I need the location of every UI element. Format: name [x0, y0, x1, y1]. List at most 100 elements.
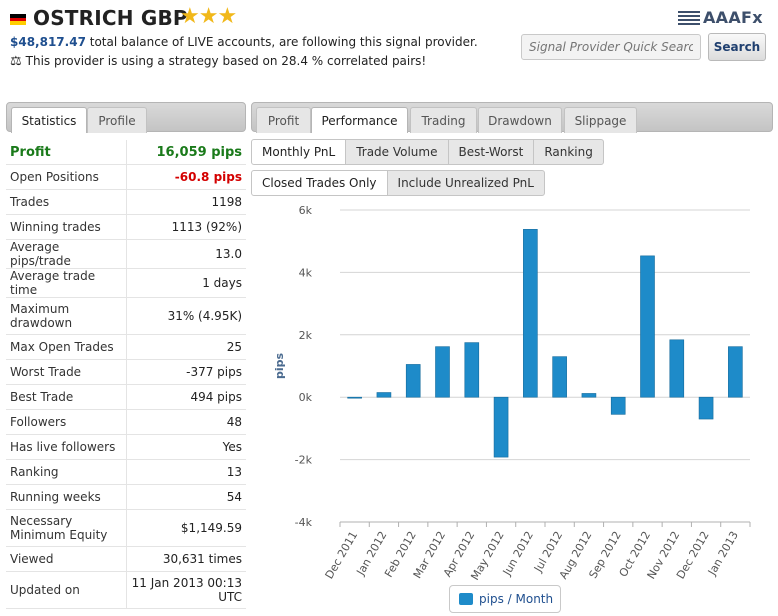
stats-row: Updated on 11 Jan 2013 00:13 UTC: [6, 571, 246, 609]
chart-bar: [435, 346, 450, 398]
y-tick-label: -4k: [295, 516, 313, 529]
right-tabbar: Profit Performance Trading Drawdown Slip…: [251, 102, 773, 133]
stats-label: Trades: [6, 189, 127, 215]
stats-value: $1,149.59: [126, 509, 246, 547]
y-tick-label: 6k: [299, 204, 313, 217]
chart-bar: [669, 339, 685, 398]
chart-bar: [376, 392, 392, 398]
statistics-table: Profit 16,059 pips Open Positions -60.8 pip…: [6, 140, 246, 609]
mode-button-group: Closed Trades Only Include Unrealized Pn…: [251, 170, 545, 196]
stats-label: Winning trades: [6, 214, 127, 240]
stats-value: 11 Jan 2013 00:13 UTC: [126, 571, 246, 609]
include-unrealized-pnl-button[interactable]: Include Unrealized PnL: [386, 170, 545, 196]
stats-row: Ranking 13: [6, 459, 246, 485]
stats-value: 25: [126, 334, 246, 360]
stats-value: 1113 (92%): [126, 214, 246, 240]
ranking-button[interactable]: Ranking: [533, 139, 604, 165]
tab-statistics[interactable]: Statistics: [11, 107, 87, 133]
chart-bar: [347, 396, 362, 399]
stats-value: 13.0: [126, 239, 246, 269]
search-button[interactable]: Search: [708, 33, 766, 61]
stats-label: Average trade time: [6, 268, 127, 298]
stats-label: Running weeks: [6, 484, 127, 510]
monthly-pnl-button[interactable]: Monthly PnL: [251, 139, 347, 165]
stats-label: Worst Trade: [6, 359, 127, 385]
legend-label: pips / Month: [479, 592, 554, 606]
stats-label: Open Positions: [6, 164, 127, 190]
chart-bar: [610, 396, 626, 415]
provider-title: OSTRICH GBP: [33, 6, 188, 30]
stats-value: 494 pips: [126, 384, 246, 410]
stats-label: Profit: [6, 140, 127, 165]
chart-bar: [493, 396, 509, 458]
chart-bar: [552, 356, 567, 398]
stats-value: 1198: [126, 189, 246, 215]
left-tabbar: Statistics Profile: [6, 102, 246, 133]
stats-label: Best Trade: [6, 384, 127, 410]
stats-row: Has live followers Yes: [6, 434, 246, 460]
best-worst-button[interactable]: Best-Worst: [447, 139, 535, 165]
stats-row: Max Open Trades 25: [6, 334, 246, 360]
chart-bar: [640, 255, 655, 398]
correlation-line: ⚖ This provider is using a strategy based…: [10, 54, 426, 69]
stats-value: 13: [126, 459, 246, 485]
closed-trades-only-button[interactable]: Closed Trades Only: [251, 170, 388, 196]
x-tick-label: Dec 2011: [323, 529, 361, 581]
tab-trading[interactable]: Trading: [410, 107, 477, 133]
balance-line: $48,817.47 total balance of LIVE account…: [10, 35, 478, 49]
tab-profit[interactable]: Profit: [256, 107, 311, 133]
stats-value: 1 days: [126, 268, 246, 298]
stats-row: Average trade time 1 days: [6, 268, 246, 298]
trade-volume-button[interactable]: Trade Volume: [345, 139, 449, 165]
chart-legend[interactable]: pips / Month: [449, 585, 561, 613]
y-tick-label: 0k: [299, 391, 313, 404]
stats-row: Maximum drawdown 31% (4.95K): [6, 297, 246, 335]
stats-row: Viewed 30,631 times: [6, 546, 246, 572]
legend-swatch-icon: [459, 593, 473, 605]
stats-label: Viewed: [6, 546, 127, 572]
stats-row: Average pips/trade 13.0: [6, 239, 246, 269]
y-tick-label: -2k: [295, 454, 313, 467]
rating-stars-icon: ★★★: [180, 4, 237, 29]
stats-row: Best Trade 494 pips: [6, 384, 246, 410]
y-axis-label: pips: [273, 353, 286, 380]
stats-label: Has live followers: [6, 434, 127, 460]
stats-value: -377 pips: [126, 359, 246, 385]
balance-amount: $48,817.47: [10, 35, 86, 49]
stats-row: Worst Trade -377 pips: [6, 359, 246, 385]
stats-value: Yes: [126, 434, 246, 460]
chart-bar: [581, 393, 597, 398]
logo-text: AAAFx: [703, 8, 763, 27]
stats-row: Necessary Minimum Equity $1,149.59: [6, 509, 246, 547]
correlation-text: This provider is using a strategy based …: [25, 54, 427, 68]
stats-value: 48: [126, 409, 246, 435]
tab-performance[interactable]: Performance: [311, 107, 408, 133]
stats-label: Followers: [6, 409, 127, 435]
y-tick-label: 2k: [299, 329, 313, 342]
stats-row: Followers 48: [6, 409, 246, 435]
logo-mark-icon: [678, 10, 700, 25]
aaafx-logo[interactable]: AAAFx: [678, 8, 763, 27]
stats-label: Maximum drawdown: [6, 297, 127, 335]
provider-search-input[interactable]: [521, 34, 701, 60]
tab-drawdown[interactable]: Drawdown: [478, 107, 562, 133]
stats-label: Necessary Minimum Equity: [6, 509, 127, 547]
stats-value: 30,631 times: [126, 546, 246, 572]
stats-label: Updated on: [6, 571, 127, 609]
view-button-group: Monthly PnL Trade Volume Best-Worst Rank…: [251, 139, 604, 165]
stats-value: 31% (4.95K): [126, 297, 246, 335]
stats-value: -60.8 pips: [126, 164, 246, 190]
tab-slippage[interactable]: Slippage: [564, 107, 637, 133]
chart-bar: [698, 396, 714, 420]
stats-label: Max Open Trades: [6, 334, 127, 360]
stats-row: Open Positions -60.8 pips: [6, 164, 246, 190]
germany-flag-icon: [10, 14, 26, 26]
tab-profile[interactable]: Profile: [87, 107, 147, 133]
balance-scale-icon: ⚖: [10, 54, 22, 69]
stats-value: 16,059 pips: [126, 140, 246, 165]
chart-bar: [728, 346, 743, 398]
y-tick-label: 4k: [299, 266, 313, 279]
stats-row: Profit 16,059 pips: [6, 140, 246, 165]
stats-row: Running weeks 54: [6, 484, 246, 510]
